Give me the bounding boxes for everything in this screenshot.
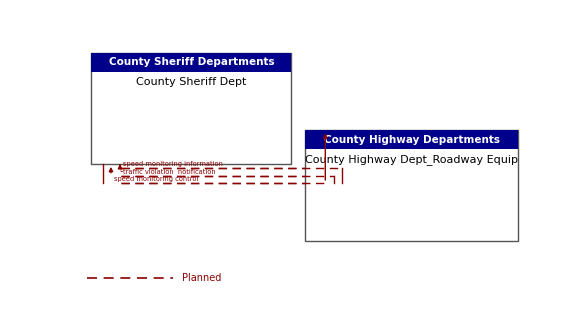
Text: County Sheriff Departments: County Sheriff Departments [108,57,274,67]
Bar [91,53,291,164]
Bar [305,130,519,149]
Text: Planned: Planned [182,272,222,282]
Text: speed monitoring information: speed monitoring information [123,161,223,167]
Bar [305,130,519,242]
Text: └traffic violation  notification: └traffic violation notification [118,168,215,175]
Text: County Sheriff Dept: County Sheriff Dept [136,77,247,87]
Text: County Highway Departments: County Highway Departments [323,135,500,145]
Text: County Highway Dept_Roadway Equip: County Highway Dept_Roadway Equip [305,154,518,165]
Bar [91,53,291,72]
Text: speed monitoring control: speed monitoring control [114,176,199,182]
